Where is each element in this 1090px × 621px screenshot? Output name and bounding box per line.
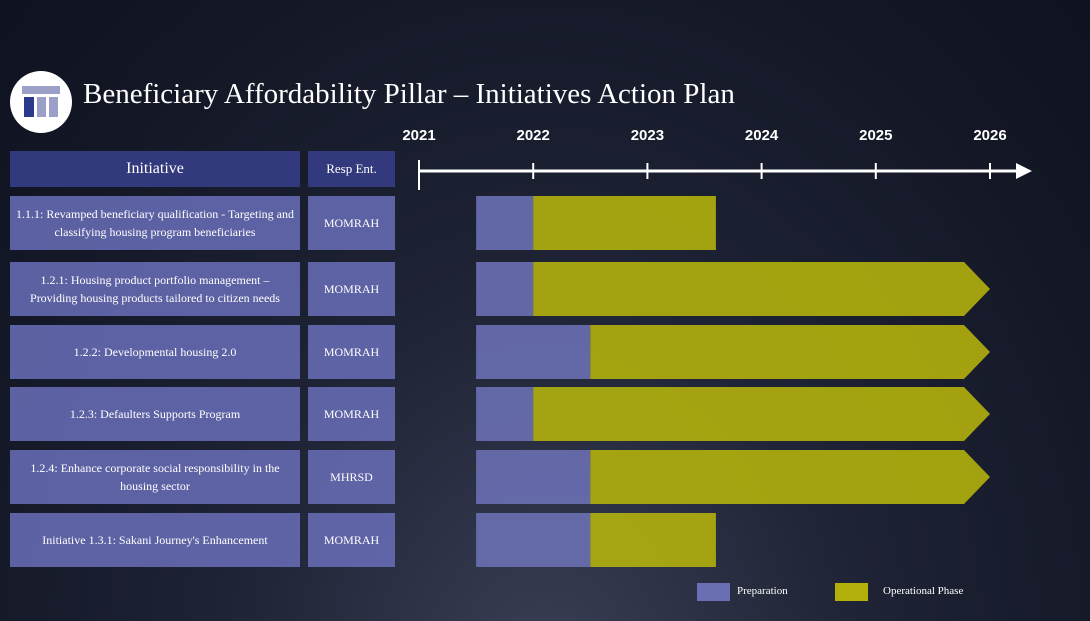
x-tick-label: 2025 <box>859 127 892 144</box>
column-header: Initiative <box>10 151 300 187</box>
legend-swatch <box>835 583 868 601</box>
gantt-bar <box>476 325 590 379</box>
entity-label: MHRSD <box>308 450 395 504</box>
initiative-label: 1.1.1: Revamped beneficiary qualificatio… <box>10 196 300 250</box>
x-tick-label: 2022 <box>517 127 550 144</box>
gantt-bar <box>476 513 590 567</box>
initiative-label: 1.2.4: Enhance corporate social responsi… <box>10 450 300 504</box>
x-tick-label: 2023 <box>631 127 664 144</box>
entity-label: MOMRAH <box>308 387 395 441</box>
gantt-bar <box>476 196 533 250</box>
icon-pillar <box>24 97 34 117</box>
gantt-bar <box>476 450 590 504</box>
icon-pillar <box>49 97 58 117</box>
gantt-bar <box>533 262 990 316</box>
icon-roof <box>22 86 60 94</box>
entity-label: MOMRAH <box>308 325 395 379</box>
initiative-label: Initiative 1.3.1: Sakani Journey's Enhan… <box>10 513 300 567</box>
legend-swatch <box>697 583 730 601</box>
x-tick-label: 2026 <box>973 127 1006 144</box>
x-tick-label: 2024 <box>745 127 779 144</box>
column-header: Resp Ent. <box>308 151 395 187</box>
gantt-bar <box>590 450 990 504</box>
icon-pillar <box>37 97 46 117</box>
legend-label: Operational Phase <box>883 585 963 597</box>
axis-arrowhead <box>1016 163 1032 179</box>
entity-label: MOMRAH <box>308 262 395 316</box>
initiative-label: 1.2.3: Defaulters Supports Program <box>10 387 300 441</box>
gantt-bar <box>476 262 533 316</box>
title: Beneficiary Affordability Pillar – Initi… <box>83 78 735 111</box>
slide: 2021 2022 2023 2024 2025 2026 Beneficiary Aff… <box>0 0 1090 621</box>
gantt-bar <box>590 513 716 567</box>
gantt-bar <box>533 387 990 441</box>
entity-label: MOMRAH <box>308 196 395 250</box>
legend-label: Preparation <box>737 585 788 597</box>
gantt-bar <box>533 196 716 250</box>
initiative-label: 1.2.1: Housing product portfolio managem… <box>10 262 300 316</box>
x-tick-label: 2021 <box>402 127 435 144</box>
initiative-label: 1.2.2: Developmental housing 2.0 <box>10 325 300 379</box>
gantt-bar <box>476 387 533 441</box>
entity-label: MOMRAH <box>308 513 395 567</box>
gantt-bar <box>590 325 990 379</box>
